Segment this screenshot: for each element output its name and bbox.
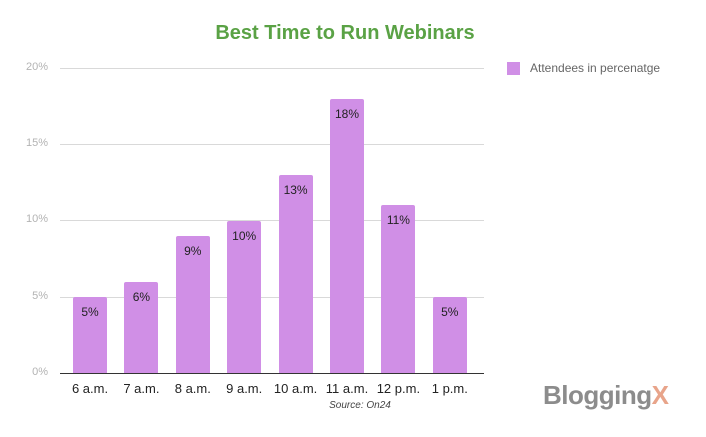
logo-text: Blogging <box>543 380 652 410</box>
bar <box>175 235 210 373</box>
logo-x: X <box>651 380 669 410</box>
bar <box>227 220 262 373</box>
bar <box>124 281 159 373</box>
bar-value-label: 6% <box>132 289 151 304</box>
chart-title: Best Time to Run Webinars <box>215 22 475 44</box>
x-tick-label: 8 a.m. <box>174 381 211 396</box>
x-tick-label: 7 a.m. <box>123 381 160 396</box>
bar-value-label: 5% <box>441 304 459 319</box>
gridline <box>60 144 484 145</box>
x-tick-label: 6 a.m. <box>71 381 109 396</box>
x-tick-label: 11 a.m. <box>325 381 369 396</box>
legend-swatch <box>507 61 520 75</box>
gridline <box>60 68 484 69</box>
bar <box>381 205 416 373</box>
y-tick-20: 20% <box>25 61 48 73</box>
plot-area: 5% 6% 9% 10% 13% 18% 11% 5% <box>60 68 484 374</box>
gridline <box>60 220 484 221</box>
legend-label: Attendees in percenatge <box>530 61 661 75</box>
x-tick-label: 9 a.m. <box>226 381 263 396</box>
bar-value-label: 11% <box>386 213 410 228</box>
x-tick-label: 12 p.m. <box>376 381 421 396</box>
bar <box>278 174 313 373</box>
x-tick-label: 1 p.m. <box>431 381 468 396</box>
bar-value-label: 10% <box>232 228 257 243</box>
bar-value-label: 5% <box>81 304 99 319</box>
bar <box>330 98 364 373</box>
bar <box>432 296 467 373</box>
source-note: Source: On24 <box>329 400 391 411</box>
x-tick-label: 10 a.m. <box>273 381 318 396</box>
legend: Attendees in percenatge <box>507 61 660 75</box>
bloggingx-logo: BloggingX <box>543 380 669 411</box>
bar-value-label: 9% <box>184 243 202 258</box>
bar-value-label: 18% <box>334 106 360 121</box>
bar-value-label: 13% <box>283 182 308 197</box>
y-tick-5: 5% <box>32 290 48 302</box>
y-tick-15: 15% <box>25 137 48 149</box>
gridline <box>60 297 484 298</box>
bar <box>73 296 107 373</box>
y-tick-10: 10% <box>25 213 48 225</box>
y-tick-0: 0% <box>32 366 48 378</box>
x-axis-line <box>60 373 484 374</box>
